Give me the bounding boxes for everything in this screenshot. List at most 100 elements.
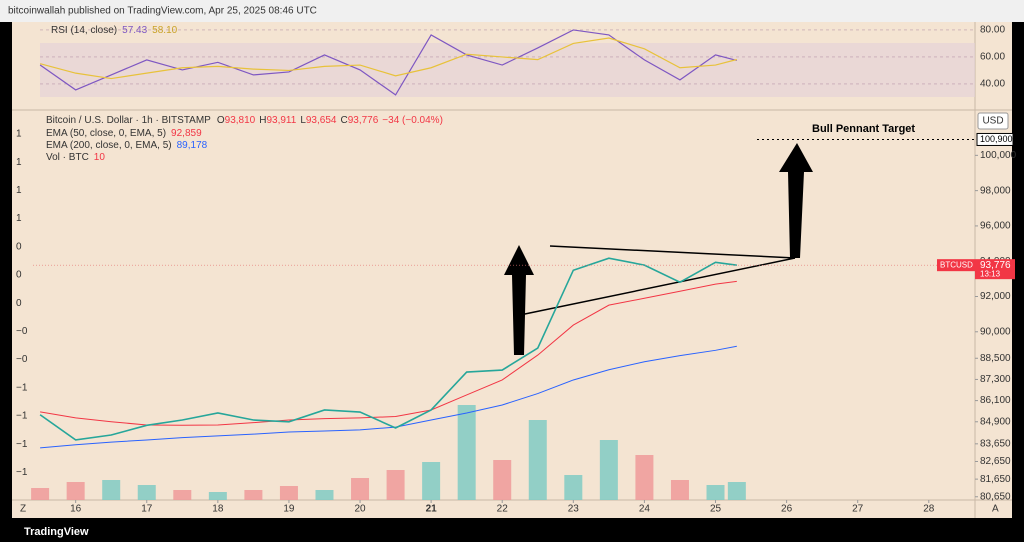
left-axis-label: 1 <box>16 213 22 224</box>
footer-bar <box>0 522 1024 542</box>
volume-bar <box>635 455 654 500</box>
y-tick-label: 90,000 <box>980 326 1011 337</box>
volume-bar <box>706 485 725 500</box>
x-tick-label: 16 <box>70 504 82 515</box>
y-tick-label: 100,000 <box>980 150 1017 161</box>
time-button: A <box>992 504 999 515</box>
legend-value: 92,859 <box>171 128 202 139</box>
line <box>39 257 737 441</box>
countdown: 13:13 <box>980 269 1001 278</box>
volume-bar <box>422 462 441 500</box>
series-legend: EMA (200, close, 0, EMA, 5) 89,178 <box>46 140 208 151</box>
left-axis-label: −1 <box>16 467 28 478</box>
left-axis-label: 1 <box>16 185 22 196</box>
ohlc-label: C <box>340 115 347 126</box>
x-tick-label: 18 <box>212 504 224 515</box>
volume-bar <box>66 482 85 500</box>
y-tick-label: 80.00 <box>980 25 1005 36</box>
currency: USD <box>982 116 1003 127</box>
line <box>40 280 737 426</box>
pennant-bottom <box>519 257 796 316</box>
ohlc-value: 93,810 <box>225 115 256 126</box>
y-tick-label: 83,650 <box>980 438 1011 449</box>
brand: TradingView <box>24 526 89 538</box>
legend-name: EMA (50, close, 0, EMA, 5) <box>46 128 166 139</box>
rsi-legend: RSI (14, close) 57.43 58.10 <box>51 25 178 36</box>
x-tick-label: 26 <box>781 504 793 515</box>
price-tag <box>937 259 975 272</box>
x-tick-label: 28 <box>923 504 935 515</box>
legend-text: 57.43 <box>122 25 147 36</box>
volume-bar <box>208 492 227 500</box>
y-tick-label: 86,100 <box>980 395 1011 406</box>
x-tick-label: 20 <box>354 504 366 515</box>
arrow <box>504 245 534 355</box>
legend-name: EMA (200, close, 0, EMA, 5) <box>46 140 172 151</box>
price-legend: Bitcoin / U.S. Dollar · 1h · BITSTAMP O93… <box>46 115 443 126</box>
volume-bar <box>351 478 370 500</box>
left-axis-label: −0 <box>16 354 28 365</box>
legend-text: 58.10 <box>152 25 177 36</box>
change: −34 (−0.04%) <box>382 115 443 126</box>
legend-value: 89,178 <box>177 140 208 151</box>
y-tick-label: 80,650 <box>980 491 1011 502</box>
price-tag <box>975 259 1015 280</box>
ohlc-value: 93,654 <box>306 115 337 126</box>
line <box>39 29 737 96</box>
y-tick-label: 88,500 <box>980 353 1011 364</box>
target-tag <box>976 132 1014 146</box>
volume-bar <box>457 405 476 500</box>
symbol-tag: BTCUSD <box>940 260 973 269</box>
ohlc-value: 93,776 <box>348 115 379 126</box>
volume-bar <box>493 460 512 500</box>
volume-bar <box>31 488 50 500</box>
y-tick-label: 98,000 <box>980 185 1011 196</box>
ohlc-label: L <box>300 115 306 126</box>
volume-bar <box>102 480 121 500</box>
y-tick-label: 92,000 <box>980 291 1011 302</box>
arrow <box>779 143 813 258</box>
x-tick-label: 19 <box>283 504 295 515</box>
legend-title: Bitcoin / U.S. Dollar · 1h · BITSTAMP <box>46 115 211 126</box>
volume-bar <box>173 490 192 500</box>
x-tick-label: 23 <box>568 504 580 515</box>
x-tick-label: 21 <box>426 504 438 515</box>
volume-bar <box>727 482 746 500</box>
volume-bar <box>599 440 618 500</box>
y-tick-label: 84,900 <box>980 416 1011 427</box>
series-legend: Vol · BTC 10 <box>46 152 105 163</box>
volume-bar <box>386 470 405 500</box>
currency-button[interactable] <box>977 112 1009 130</box>
left-axis-label: −1 <box>16 411 28 422</box>
volume-bar <box>315 490 334 500</box>
pennant-top <box>549 245 796 259</box>
rsi-band <box>40 43 975 97</box>
y-tick-label: 87,300 <box>980 374 1011 385</box>
series-legend: EMA (50, close, 0, EMA, 5) 92,859 <box>46 128 202 139</box>
annotation: Bull Pennant Target <box>812 123 915 135</box>
x-tick-label: 24 <box>639 504 651 515</box>
target-label: 100,900 <box>980 134 1013 144</box>
left-axis-label: 0 <box>16 270 22 281</box>
left-axis-label: 0 <box>16 241 22 252</box>
x-tick-label: 22 <box>497 504 509 515</box>
last-price-label: 93,776 <box>980 260 1011 271</box>
x-tick-label: 25 <box>710 504 722 515</box>
header-bar <box>0 0 1024 22</box>
x-tick-label: 17 <box>141 504 153 515</box>
y-tick-label: 82,650 <box>980 456 1011 467</box>
y-tick-label: 81,650 <box>980 474 1011 485</box>
volume-bar <box>279 486 298 500</box>
legend-text: RSI (14, close) <box>51 25 117 36</box>
legend-value: 10 <box>94 152 106 163</box>
volume-bar <box>564 475 583 500</box>
y-tick-label: 96,000 <box>980 221 1011 232</box>
y-tick-label: 60.00 <box>980 52 1005 63</box>
left-axis-label: 0 <box>16 298 22 309</box>
time-button: Z <box>20 504 26 515</box>
left-axis-label: −1 <box>16 439 28 450</box>
ohlc-label: O <box>217 115 225 126</box>
x-tick-label: 27 <box>852 504 864 515</box>
